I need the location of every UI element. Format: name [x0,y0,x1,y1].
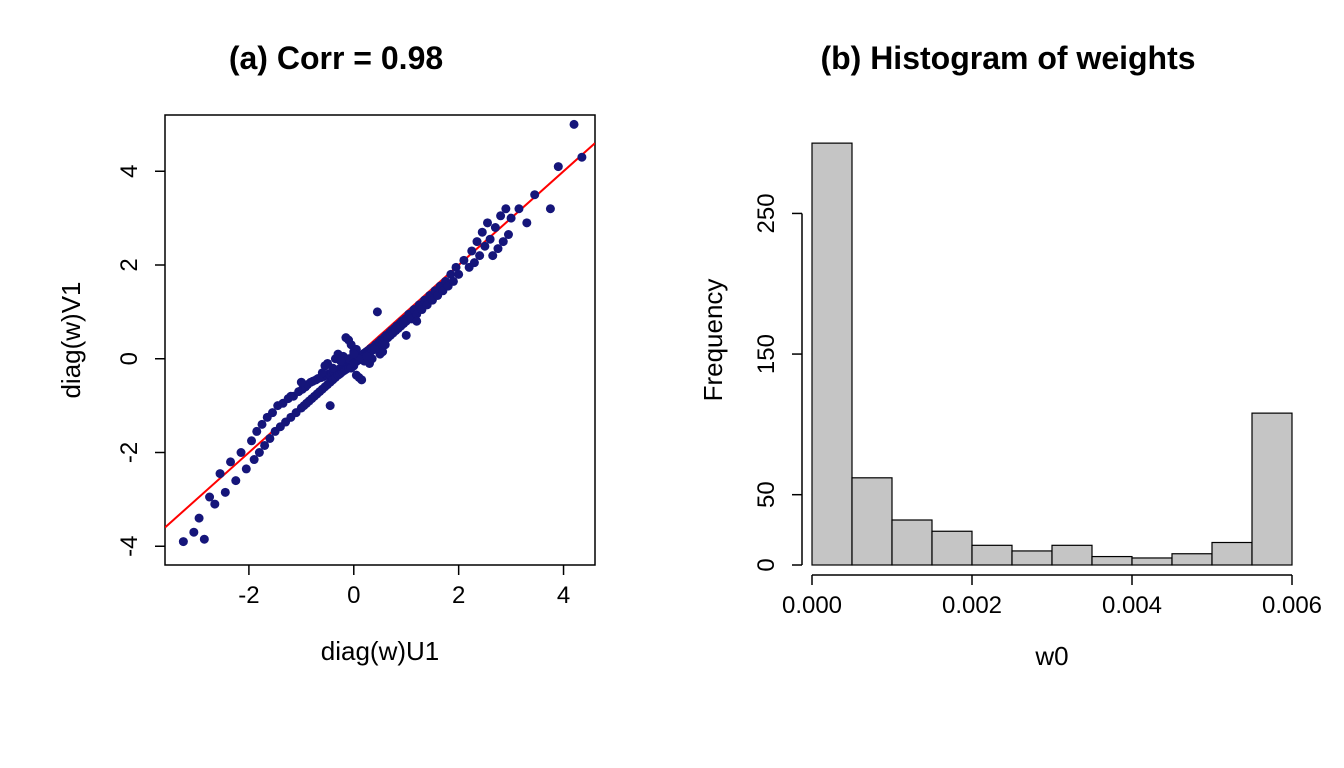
svg-text:0: 0 [347,582,360,609]
svg-text:0: 0 [116,352,143,365]
svg-text:2: 2 [452,582,465,609]
svg-text:4: 4 [557,582,570,609]
svg-text:w0: w0 [1034,641,1068,671]
svg-text:-2: -2 [238,582,259,609]
svg-text:250: 250 [753,193,780,233]
histogram-plot: 0.000 0.002 0.004 0.006 0 50 150 250 w0 Frequency [672,0,1344,768]
figure-container: (a) Corr = 0.98 -2 0 2 4 -4 -2 0 2 4 diag(w)U1 dia… [0,0,1344,768]
svg-text:0.006: 0.006 [1262,592,1322,619]
scatter-panel: (a) Corr = 0.98 -2 0 2 4 -4 -2 0 2 4 diag(w)U1 dia… [0,0,672,768]
svg-text:150: 150 [753,334,780,374]
svg-text:diag(w)U1: diag(w)U1 [321,636,440,666]
svg-text:50: 50 [753,481,780,508]
svg-text:-4: -4 [116,536,143,557]
svg-text:0: 0 [753,558,780,571]
svg-text:4: 4 [116,165,143,178]
svg-text:diag(w)V1: diag(w)V1 [56,281,86,398]
scatter-plot: -2 0 2 4 -4 -2 0 2 4 diag(w)U1 diag(w)V1 [0,0,672,768]
svg-text:0.004: 0.004 [1102,592,1162,619]
svg-text:0.000: 0.000 [782,592,842,619]
histogram-panel: (b) Histogram of weights 0.000 0.002 0.004… [672,0,1344,768]
scatter-title: (a) Corr = 0.98 [0,40,672,77]
svg-text:2: 2 [116,258,143,271]
svg-text:-2: -2 [116,442,143,463]
histogram-title: (b) Histogram of weights [672,40,1344,77]
svg-text:0.002: 0.002 [942,592,1002,619]
svg-text:Frequency: Frequency [698,279,728,402]
